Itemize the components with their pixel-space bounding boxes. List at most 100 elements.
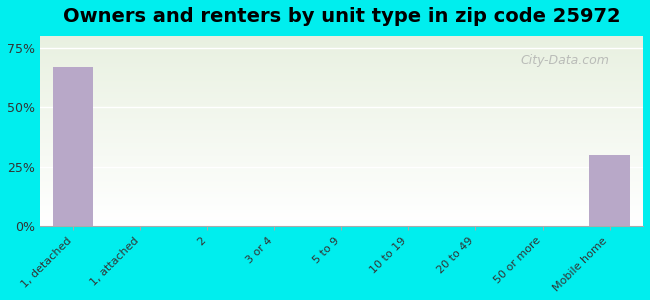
Bar <box>40 154 643 155</box>
Bar <box>40 51 643 52</box>
Bar <box>40 46 643 47</box>
Bar <box>40 76 643 77</box>
Bar <box>40 178 643 179</box>
Bar <box>40 212 643 213</box>
Bar <box>40 180 643 181</box>
Bar <box>40 39 643 40</box>
Bar <box>40 217 643 218</box>
Bar <box>40 99 643 100</box>
Bar <box>40 93 643 94</box>
Bar <box>40 41 643 43</box>
Bar <box>40 104 643 105</box>
Bar <box>40 139 643 140</box>
Bar <box>40 140 643 141</box>
Bar <box>40 211 643 212</box>
Bar <box>40 157 643 158</box>
Bar <box>40 105 643 106</box>
Bar <box>40 138 643 139</box>
Bar <box>40 197 643 198</box>
Bar <box>40 60 643 61</box>
Bar <box>40 94 643 95</box>
Bar <box>40 131 643 132</box>
Bar <box>40 204 643 206</box>
Bar <box>40 121 643 122</box>
Bar <box>40 135 643 136</box>
Bar <box>40 117 643 118</box>
Bar <box>40 62 643 64</box>
Bar <box>40 163 643 164</box>
Bar <box>40 187 643 188</box>
Bar <box>40 45 643 46</box>
Bar <box>40 170 643 171</box>
Bar <box>40 91 643 92</box>
Bar <box>40 79 643 80</box>
Bar <box>40 141 643 142</box>
Bar <box>40 68 643 69</box>
Bar <box>40 148 643 149</box>
Bar <box>40 177 643 178</box>
Bar <box>40 174 643 175</box>
Bar <box>40 49 643 50</box>
Bar <box>40 220 643 221</box>
Bar <box>40 57 643 58</box>
Bar <box>40 206 643 207</box>
Bar <box>40 190 643 191</box>
Bar <box>40 106 643 107</box>
Title: Owners and renters by unit type in zip code 25972: Owners and renters by unit type in zip c… <box>62 7 620 26</box>
Bar <box>40 116 643 117</box>
Bar <box>40 119 643 120</box>
Bar <box>40 82 643 83</box>
Bar <box>40 81 643 82</box>
Bar <box>40 209 643 210</box>
Bar <box>40 74 643 75</box>
Bar <box>40 40 643 41</box>
Bar <box>40 120 643 121</box>
Bar <box>40 36 643 37</box>
Bar <box>40 201 643 202</box>
Bar <box>40 191 643 192</box>
Bar <box>40 69 643 70</box>
Bar <box>40 54 643 55</box>
Bar <box>40 149 643 150</box>
Bar <box>40 159 643 160</box>
Bar <box>40 167 643 168</box>
Bar <box>40 185 643 186</box>
Bar <box>40 38 643 39</box>
Bar <box>40 182 643 184</box>
Bar <box>40 195 643 196</box>
Bar <box>40 114 643 115</box>
Bar <box>40 100 643 101</box>
Bar <box>40 158 643 159</box>
Bar <box>40 223 643 224</box>
Bar <box>40 210 643 211</box>
Bar <box>40 216 643 217</box>
Bar <box>40 73 643 74</box>
Bar <box>40 160 643 161</box>
Bar <box>40 84 643 86</box>
Bar <box>40 160 643 161</box>
Bar <box>40 97 643 98</box>
Bar <box>40 85 643 86</box>
Bar <box>40 90 643 91</box>
Text: City-Data.com: City-Data.com <box>520 54 609 67</box>
Bar <box>40 77 643 78</box>
Bar <box>40 225 643 226</box>
Bar <box>40 58 643 59</box>
Bar <box>40 179 643 180</box>
Bar <box>40 173 643 174</box>
Bar <box>40 142 643 143</box>
Bar <box>40 83 643 84</box>
Bar <box>40 181 643 182</box>
Bar <box>40 184 643 185</box>
Bar <box>40 64 643 65</box>
Bar <box>40 214 643 215</box>
Bar <box>40 95 643 96</box>
Bar <box>40 122 643 124</box>
Bar <box>40 219 643 220</box>
Bar <box>40 37 643 38</box>
Bar <box>40 61 643 62</box>
Bar <box>40 72 643 73</box>
Bar <box>40 132 643 133</box>
Bar <box>40 186 643 187</box>
Bar <box>40 169 643 170</box>
